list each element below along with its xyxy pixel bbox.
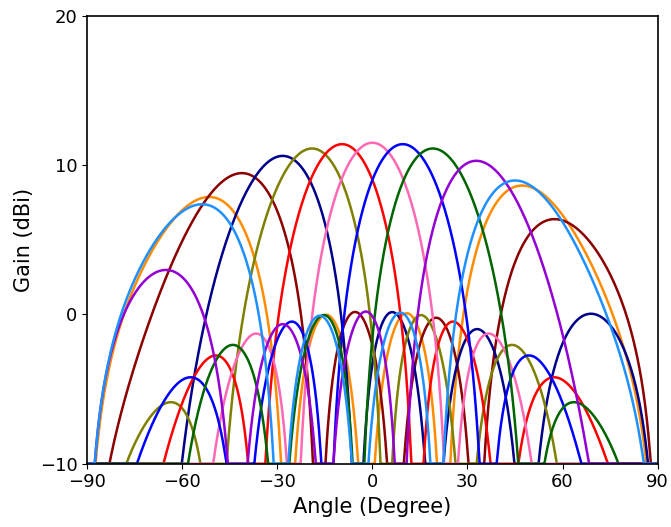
X-axis label: Angle (Degree): Angle (Degree) [293, 497, 452, 517]
Y-axis label: Gain (dBi): Gain (dBi) [14, 188, 34, 292]
